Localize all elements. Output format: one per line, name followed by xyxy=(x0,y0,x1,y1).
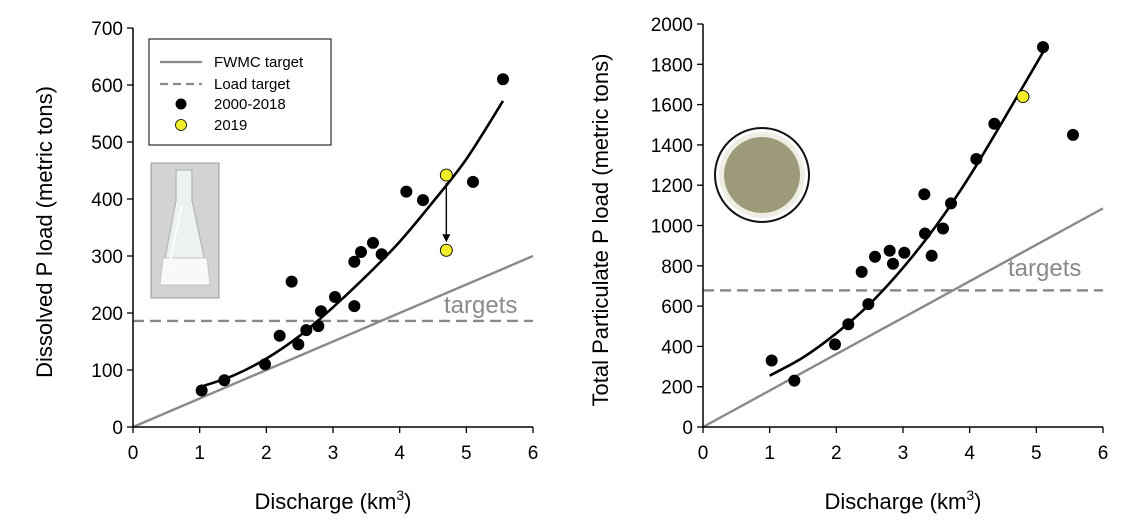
y-tick-label: 1800 xyxy=(651,55,693,76)
x-tick-label: 2 xyxy=(831,443,842,464)
data-point-2000-2018 xyxy=(273,329,286,342)
fit-curve xyxy=(769,51,1045,377)
x-tick-label: 6 xyxy=(1098,443,1109,464)
data-point-2000-2018 xyxy=(367,236,379,249)
data-point-2000-2018 xyxy=(937,222,949,235)
y-tick-label: 800 xyxy=(661,257,693,278)
data-point-2019 xyxy=(439,168,453,182)
data-point-2000-2018 xyxy=(300,324,313,337)
data-point-2019 xyxy=(439,243,453,257)
data-point-2000-2018 xyxy=(898,246,911,259)
filter-photo xyxy=(714,127,810,223)
data-point-2000-2018 xyxy=(765,354,778,367)
y-tick-label: 1000 xyxy=(651,217,693,238)
flask-photo xyxy=(150,162,220,299)
data-point-2000-2018 xyxy=(925,249,938,262)
y-axis-label: Dissolved P load (metric tons) xyxy=(32,86,57,378)
x-tick-label: 4 xyxy=(964,443,975,464)
data-point-2000-2018 xyxy=(348,255,361,268)
legend-2019-marker xyxy=(175,119,187,131)
data-point-2000-2018 xyxy=(292,338,305,351)
legend-load-label: Load target xyxy=(214,76,291,93)
data-point-2000-2018 xyxy=(218,374,231,387)
data-point-2000-2018 xyxy=(883,244,896,257)
x-tick-label: 1 xyxy=(764,443,775,464)
data-point-2000-2018 xyxy=(862,298,875,311)
data-point-2000-2018 xyxy=(788,374,801,387)
y-tick-label: 600 xyxy=(661,297,693,318)
x-tick-label: 0 xyxy=(128,443,139,464)
y-tick-label: 200 xyxy=(91,304,123,325)
data-point-2000-2018 xyxy=(285,275,298,288)
data-point-2000-2018 xyxy=(829,338,841,351)
total-particulate-p-chart: targets Total Particulate P load (metric… xyxy=(588,15,1108,514)
x-tick-label: 2 xyxy=(261,443,272,464)
data-point-2000-2018 xyxy=(497,73,509,86)
y-tick-label: 400 xyxy=(91,190,123,211)
x-tick-label: 6 xyxy=(528,443,539,464)
y-tick-label: 200 xyxy=(661,378,693,399)
y-tick-label: 600 xyxy=(91,76,123,97)
y-tick-label: 500 xyxy=(91,133,123,154)
data-point-2000-2018 xyxy=(329,291,341,304)
data-point-2000-2018 xyxy=(1067,128,1079,141)
data-point-2000-2018 xyxy=(918,188,931,201)
x-tick-label: 3 xyxy=(898,443,909,464)
data-point-2000-2018 xyxy=(259,358,271,371)
legend-2000-2018-marker xyxy=(175,98,187,110)
y-tick-label: 1200 xyxy=(651,176,693,197)
fwmc-target-line xyxy=(132,254,534,429)
data-point-2000-2018 xyxy=(312,320,325,333)
legend-2019-label: 2019 xyxy=(214,117,247,134)
data-point-2000-2018 xyxy=(195,384,208,397)
y-tick-label: 700 xyxy=(91,19,123,40)
y-axis-label: Total Particulate P load (metric tons) xyxy=(588,54,613,407)
data-point-2000-2018 xyxy=(348,300,361,313)
legend: FWMC target Load target 2000-2018 2019 xyxy=(148,38,332,146)
y-tick-label: 300 xyxy=(91,247,123,268)
data-point-2000-2018 xyxy=(375,248,388,261)
data-point-2000-2018 xyxy=(417,194,429,207)
y-tick-label: 1400 xyxy=(651,136,693,157)
x-tick-label: 3 xyxy=(328,443,339,464)
x-tick-label: 5 xyxy=(1031,443,1042,464)
data-point-2000-2018 xyxy=(887,257,899,270)
data-point-2000-2018 xyxy=(842,318,855,331)
y-tick-label: 0 xyxy=(682,418,693,439)
fwmc-target-line xyxy=(702,207,1104,429)
data-point-2000-2018 xyxy=(315,305,327,318)
dissolved-p-chart: FWMC target Load target 2000-2018 2019 t… xyxy=(32,19,538,514)
data-point-2000-2018 xyxy=(400,185,413,198)
data-point-2000-2018 xyxy=(988,117,1001,130)
data-point-2000-2018 xyxy=(945,197,957,210)
y-tick-label: 100 xyxy=(91,361,123,382)
decrease-arrow-head xyxy=(442,234,451,243)
data-point-2019 xyxy=(1016,90,1030,103)
data-point-2000-2018 xyxy=(355,246,367,259)
targets-annotation: targets xyxy=(444,292,517,319)
data-point-2000-2018 xyxy=(970,153,983,166)
data-point-2000-2018 xyxy=(869,250,881,263)
x-axis-label: Discharge (km3) xyxy=(255,487,412,514)
y-tick-label: 2000 xyxy=(651,15,693,36)
data-point-2000-2018 xyxy=(1037,41,1049,54)
targets-annotation: targets xyxy=(1008,255,1081,282)
x-axis-label: Discharge (km3) xyxy=(825,487,982,514)
x-tick-label: 1 xyxy=(194,443,205,464)
fit-curve xyxy=(199,100,505,389)
data-point-2000-2018 xyxy=(855,265,868,278)
y-tick-label: 1600 xyxy=(651,96,693,117)
y-tick-label: 0 xyxy=(112,418,123,439)
y-tick-label: 400 xyxy=(661,337,693,358)
legend-fwmc-label: FWMC target xyxy=(214,54,304,71)
legend-2000-2018-label: 2000-2018 xyxy=(214,96,286,113)
data-point-2000-2018 xyxy=(919,227,931,240)
x-tick-label: 4 xyxy=(394,443,405,464)
data-point-2000-2018 xyxy=(467,175,479,188)
x-tick-label: 5 xyxy=(461,443,472,464)
x-tick-label: 0 xyxy=(698,443,709,464)
